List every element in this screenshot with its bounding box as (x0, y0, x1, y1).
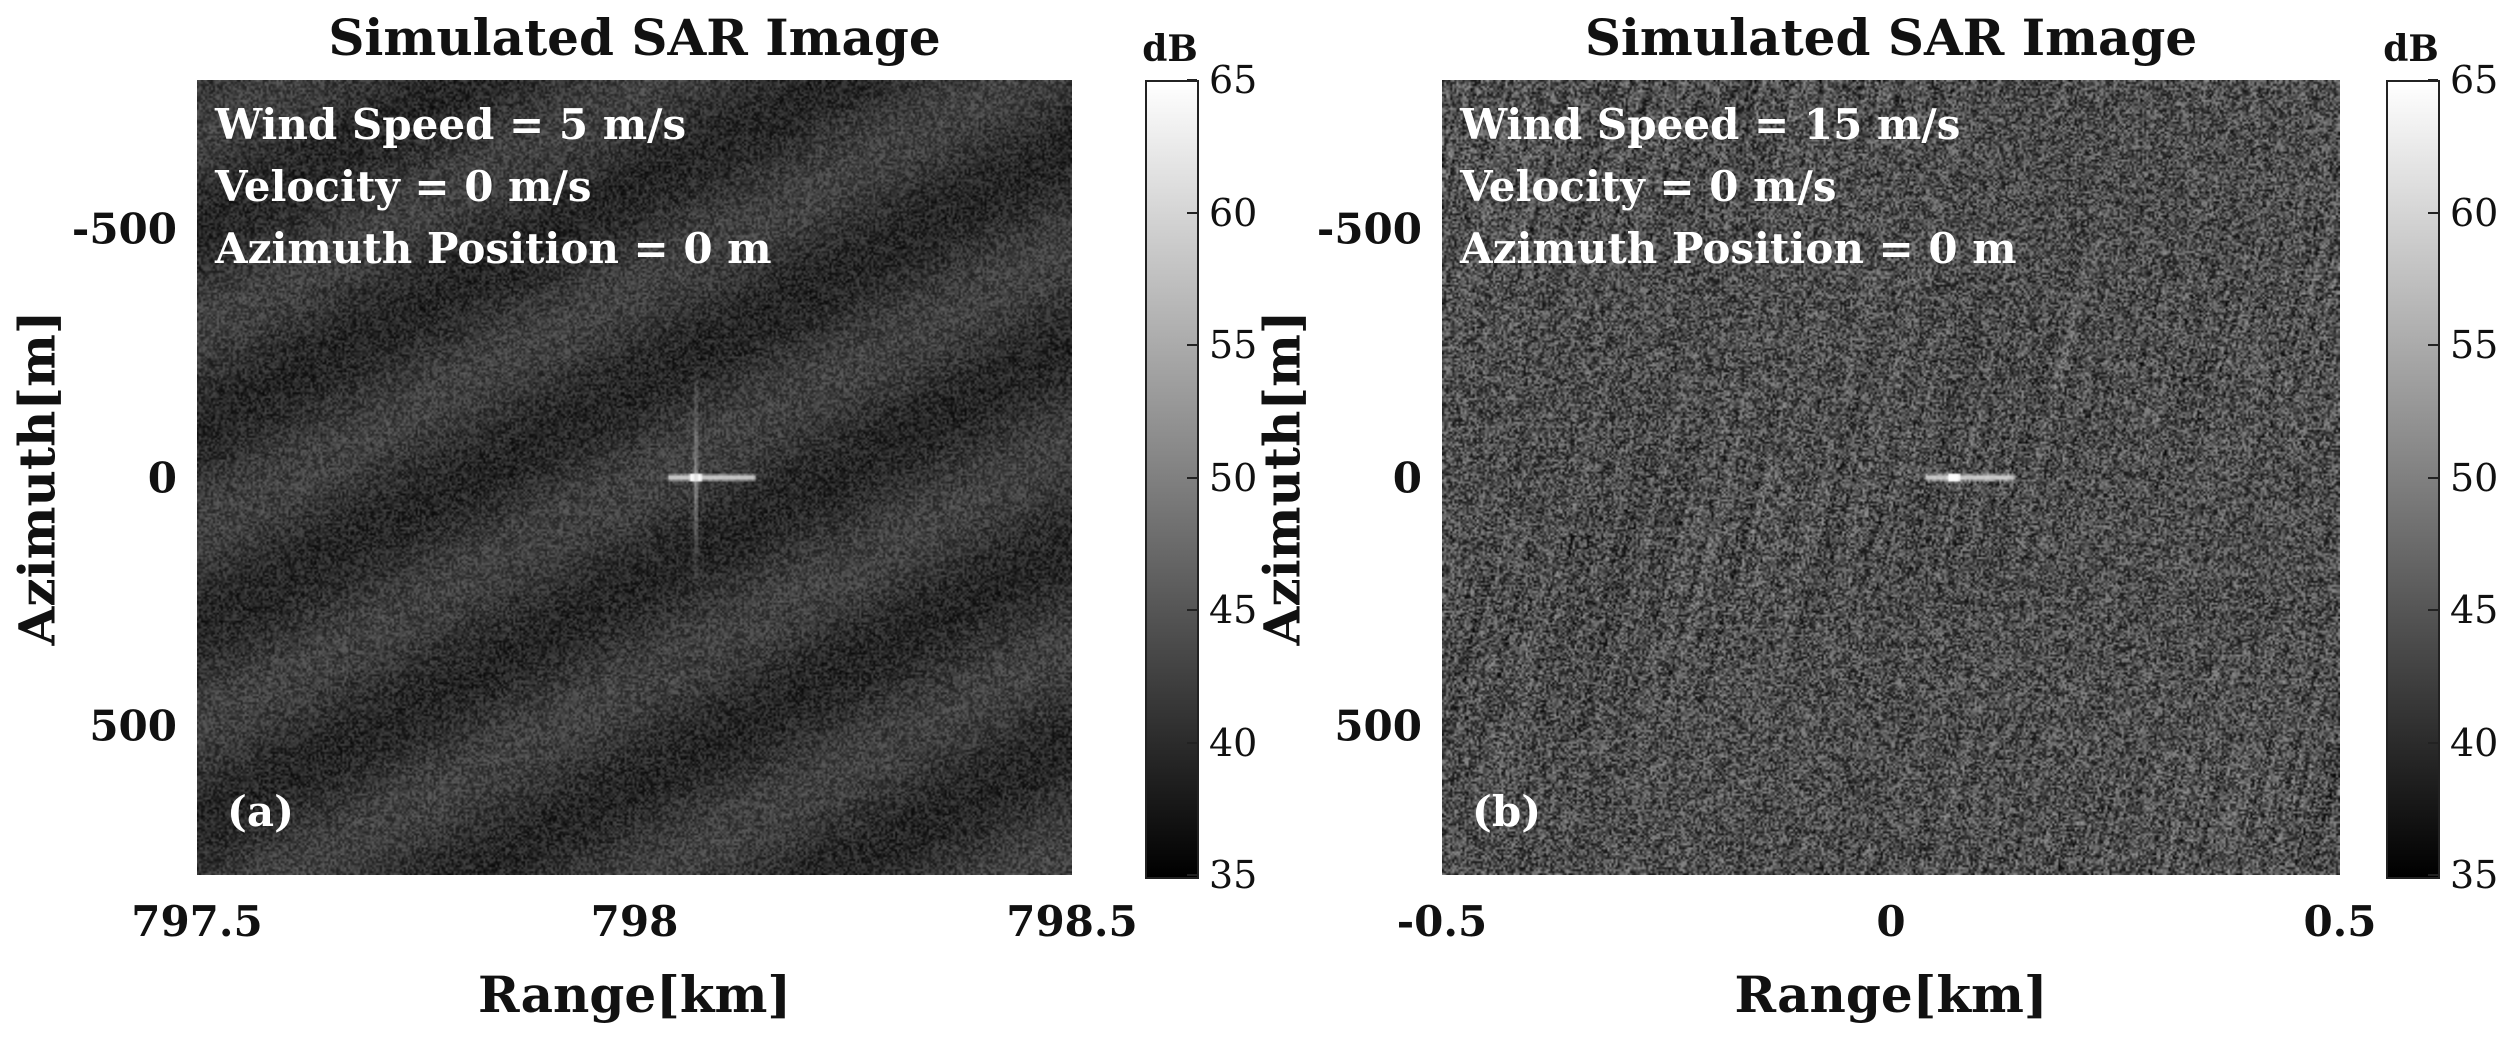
colorbar-tick-label: 65 (2450, 58, 2499, 102)
colorbar-tick-mark (2428, 874, 2438, 876)
colorbar-tick-mark (2428, 609, 2438, 611)
colorbar-tick-mark (2428, 79, 2438, 81)
colorbar-tick-mark (2428, 741, 2438, 744)
colorbar-tick-label: 60 (1209, 190, 1258, 235)
y-tick-label: -500 (71, 204, 177, 254)
colorbar-tick-label: 35 (2450, 853, 2499, 897)
sar-image: Wind Speed = 5 m/s Velocity = 0 m/s Azimut… (197, 80, 1072, 875)
x-tick-label: 798 (590, 897, 679, 946)
colorbar-tick-label: 50 (1209, 455, 1258, 500)
colorbar-tick-label: 40 (2450, 720, 2499, 765)
colorbar-tick-mark (1187, 476, 1197, 479)
y-tick-label: -500 (1316, 204, 1422, 254)
annotation-line: Velocity = 0 m/s (1460, 162, 1837, 211)
colorbar-tick-mark (2428, 344, 2438, 346)
annotation-line: Velocity = 0 m/s (215, 162, 592, 211)
panel-label: (b) (1472, 787, 1542, 836)
annotation-line: Wind Speed = 15 m/s (1460, 100, 1961, 149)
colorbar-tick-mark (2428, 211, 2438, 214)
colorbar-tick-label: 45 (1209, 588, 1258, 632)
x-tick-label: -0.5 (1396, 897, 1488, 946)
colorbar-tick-mark (1187, 609, 1197, 611)
colorbar-tick-mark (1187, 344, 1197, 346)
colorbar-tick-mark (1187, 211, 1197, 214)
colorbar-tick-label: 55 (2450, 323, 2499, 367)
y-axis-label: Azimuth[m] (7, 309, 67, 646)
annotation-line: Azimuth Position = 0 m (1460, 224, 2017, 273)
x-axis-label: Range[km] (1734, 965, 2048, 1024)
x-tick-label: 798.5 (1006, 897, 1138, 946)
y-tick-label: 500 (1334, 701, 1422, 751)
x-axis-label: Range[km] (477, 965, 792, 1024)
colorbar-tick-mark (1187, 79, 1197, 81)
annotation-line: Azimuth Position = 0 m (215, 224, 772, 273)
colorbar-tick-mark (2428, 476, 2438, 479)
colorbar-tick-label: 45 (2450, 588, 2499, 632)
x-tick-label: 0.5 (2303, 897, 2377, 946)
colorbar-tick-label: 60 (2450, 190, 2499, 235)
colorbar-tick-label: 65 (1209, 58, 1258, 102)
sar-image: Wind Speed = 15 m/s Velocity = 0 m/s Azimu… (1442, 80, 2340, 875)
annotation-line: Wind Speed = 5 m/s (215, 100, 687, 149)
chart-title: Simulated SAR Image (328, 8, 941, 67)
sar-image-canvas (197, 80, 1072, 875)
colorbar-tick-label: 40 (1209, 720, 1258, 765)
colorbar-tick-label: 55 (1209, 323, 1258, 367)
y-axis-label: Azimuth[m] (1252, 309, 1312, 646)
colorbar-unit: dB (1142, 28, 1198, 70)
x-tick-label: 797.5 (131, 897, 263, 946)
panel-label: (a) (227, 787, 294, 836)
sar-image-canvas (1442, 80, 2340, 875)
colorbar-tick-label: 50 (2450, 455, 2499, 500)
chart-title: Simulated SAR Image (1584, 8, 2198, 67)
colorbar-tick-mark (1187, 741, 1197, 744)
y-tick-label: 0 (1392, 453, 1422, 502)
y-tick-label: 0 (147, 453, 177, 502)
colorbar (2386, 80, 2440, 879)
colorbar-tick-mark (1187, 874, 1197, 876)
colorbar (1145, 80, 1199, 879)
colorbar-unit: dB (2383, 28, 2439, 70)
colorbar-tick-label: 35 (1209, 853, 1258, 897)
x-tick-label: 0 (1876, 897, 1906, 946)
y-tick-label: 500 (89, 701, 177, 751)
